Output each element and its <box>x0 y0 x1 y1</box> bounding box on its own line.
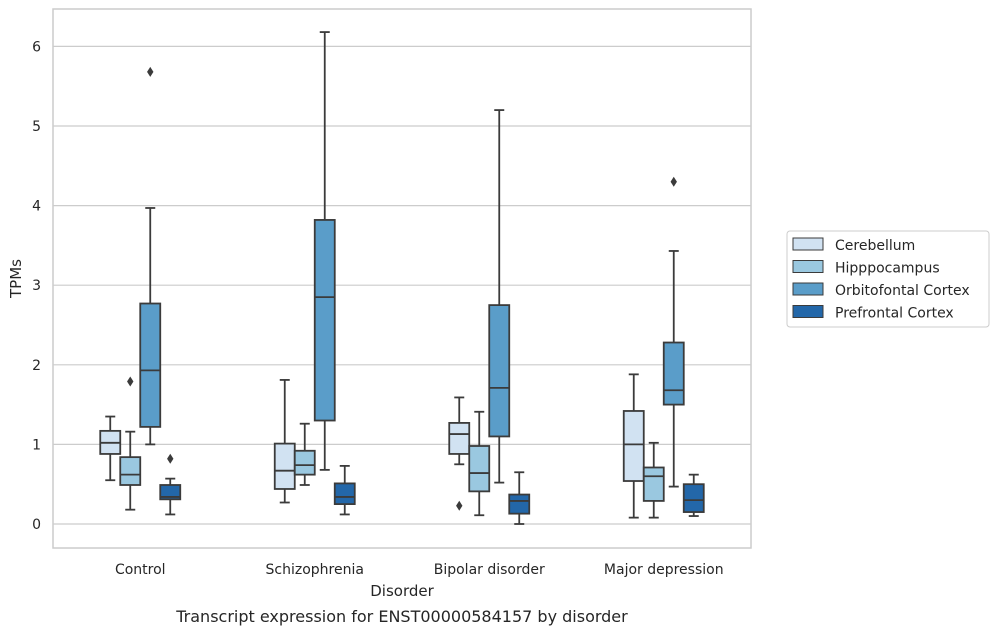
legend-swatch <box>792 260 824 273</box>
outlier-marker <box>167 453 174 464</box>
box-group <box>333 464 356 516</box>
boxes-layer <box>99 31 705 525</box>
y-tick-label: 1 <box>32 437 41 453</box>
outlier-marker <box>456 500 463 511</box>
legend-label: Hipppocampus <box>835 261 940 277</box>
legend-label: Prefrontal Cortex <box>835 306 954 322</box>
legend-label: Cerebellum <box>835 238 915 254</box>
box-group <box>682 473 705 517</box>
box-body <box>508 493 531 515</box>
x-axis-title: Disorder <box>370 582 434 600</box>
box-body <box>488 304 511 438</box>
box-body <box>273 442 296 490</box>
y-tick-label: 2 <box>32 358 41 374</box>
legend-swatch <box>792 282 824 296</box>
box-group <box>139 66 162 446</box>
box-body <box>642 466 665 502</box>
legend-swatch <box>792 305 824 318</box>
x-tick-label: Major depression <box>604 562 724 578</box>
y-axis-title: TPMs <box>7 259 25 299</box>
y-tick-label: 0 <box>32 517 41 533</box>
box-body <box>119 456 142 486</box>
box-group <box>642 441 665 519</box>
legend-frame <box>786 230 990 328</box>
legend-swatch <box>792 237 824 251</box>
x-tick-labels: Control Schizophrenia Bipolar disorder Majo… <box>115 562 724 578</box>
box-body <box>159 484 182 501</box>
box-group <box>313 31 336 471</box>
box-body <box>313 219 336 422</box>
box-group <box>468 410 491 517</box>
plot-frame <box>52 8 752 549</box>
box-body <box>293 449 316 476</box>
y-tick-label: 4 <box>32 199 41 215</box>
box-group <box>508 471 531 525</box>
box-body <box>662 341 685 406</box>
outlier-marker <box>670 176 677 187</box>
box-group <box>662 176 685 488</box>
box-body <box>139 302 162 428</box>
box-body <box>682 483 705 513</box>
legend: Cerebellum Hipppocampus Orbitofontal Corte… <box>786 230 990 328</box>
grid-lines <box>53 45 751 525</box>
x-tick-label: Control <box>115 562 166 578</box>
box-group <box>159 453 182 516</box>
box-group <box>622 373 645 519</box>
y-tick-labels: 0 1 2 3 4 5 6 <box>32 39 41 533</box>
box-group <box>293 422 316 486</box>
x-tick-label: Schizophrenia <box>266 562 364 578</box>
chart-caption: Transcript expression for ENST0000058415… <box>175 607 628 626</box>
y-tick-label: 5 <box>32 119 41 135</box>
outlier-marker <box>127 376 134 387</box>
legend-label: Orbitofontal Cortex <box>835 283 970 299</box>
box-group <box>488 109 511 484</box>
box-body <box>448 422 471 455</box>
x-tick-label: Bipolar disorder <box>434 562 545 578</box>
outlier-marker <box>147 66 154 77</box>
box-body <box>468 445 491 493</box>
box-body <box>333 482 356 505</box>
y-tick-label: 3 <box>32 278 41 294</box>
box-group <box>273 379 296 504</box>
box-group <box>99 415 122 482</box>
box-group <box>119 376 142 511</box>
box-group <box>448 396 471 511</box>
y-tick-label: 6 <box>32 39 41 55</box>
box-body <box>622 410 645 482</box>
